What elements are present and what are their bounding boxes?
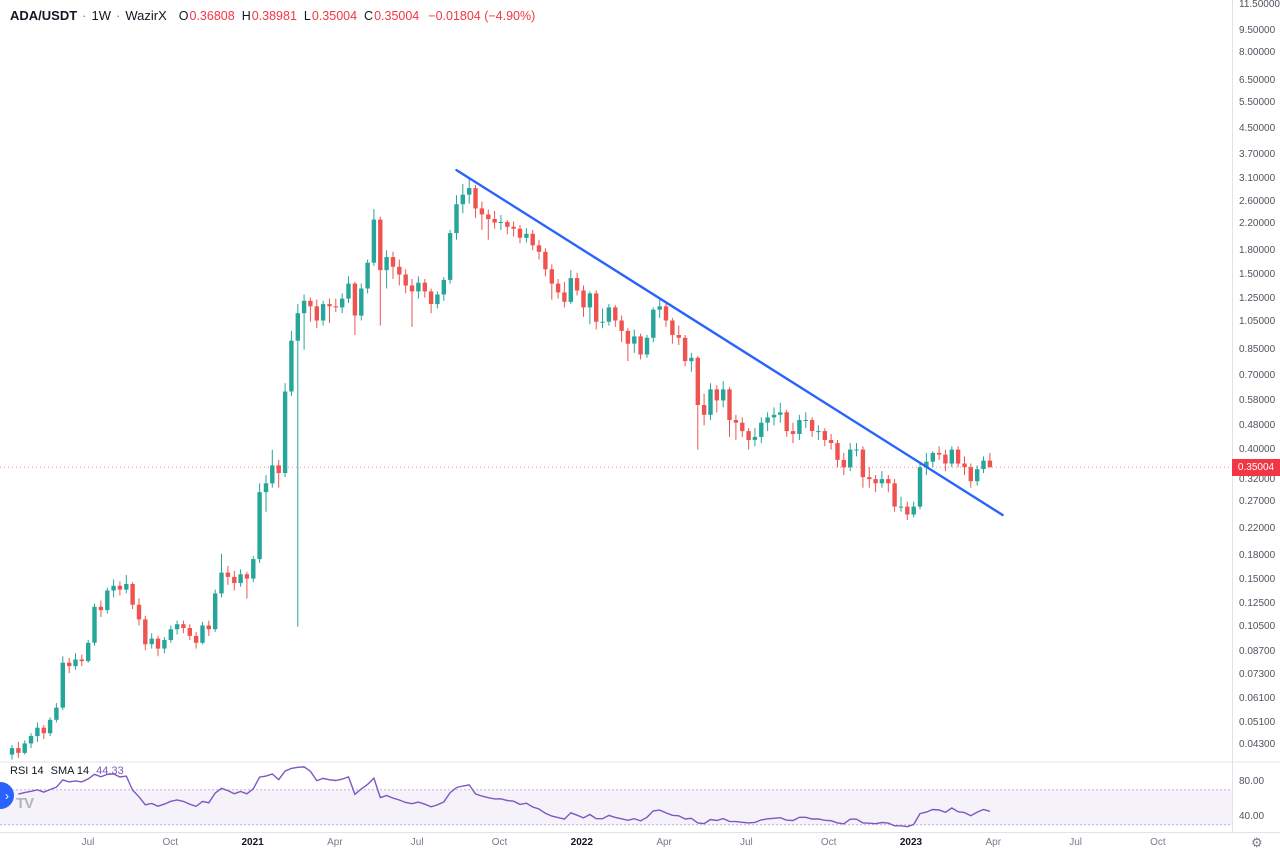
rsi-axis-label: 40.00 — [1239, 810, 1265, 822]
price-axis-label: 4.50000 — [1239, 123, 1276, 135]
rsi-axis[interactable]: 80.00 40.00 — [1233, 0, 1280, 853]
low-value: 0.35004 — [311, 8, 358, 23]
price-axis-label: 3.70000 — [1239, 149, 1276, 161]
last-price-label: 0.35004 — [1232, 458, 1280, 476]
price-axis-label: 0.07300 — [1239, 669, 1276, 681]
rsi-axis-label: 80.00 — [1239, 775, 1265, 787]
low-label: L — [303, 8, 311, 23]
open-value: 0.36808 — [189, 8, 235, 23]
price-axis-label: 9.50000 — [1239, 24, 1276, 36]
change-value: −0.01804 (−4.90%) — [428, 8, 536, 23]
price-axis-label: 1.05000 — [1239, 316, 1276, 328]
time-axis-month-label: Apr — [985, 837, 1002, 848]
time-axis-month-label: Jul — [81, 837, 95, 848]
price-axis-label: 0.08700 — [1239, 646, 1276, 658]
time-axis-month-label: Jul — [410, 837, 424, 848]
trendline-drawing[interactable] — [455, 168, 1004, 517]
price-axis-label: 0.10500 — [1239, 621, 1276, 633]
time-axis-year-label: 2023 — [899, 837, 923, 848]
price-axis-label: 8.00000 — [1239, 47, 1276, 59]
time-axis-month-label: Oct — [820, 837, 837, 848]
rsi-line — [18, 766, 991, 828]
price-axis-label: 0.22000 — [1239, 523, 1276, 535]
time-axis-month-label: Oct — [1150, 837, 1166, 848]
rsi-indicator-legend[interactable]: RSI 14 SMA 14 44.33 — [10, 765, 131, 777]
price-axis-label: 0.70000 — [1239, 369, 1276, 381]
close-value: 0.35004 — [374, 8, 420, 23]
price-axis-label: 0.18000 — [1239, 549, 1276, 561]
price-axis-label: 3.10000 — [1239, 172, 1276, 184]
time-axis-month-label: Jul — [739, 837, 753, 848]
price-axis-label: 0.58000 — [1239, 394, 1276, 406]
price-axis-label: 2.60000 — [1239, 196, 1276, 208]
price-axis-label: 0.40000 — [1239, 444, 1276, 456]
tradingview-logo[interactable]: TV — [16, 795, 34, 812]
chevron-right-icon: › — [5, 788, 9, 803]
price-axis-label: 0.27000 — [1239, 496, 1276, 508]
rsi-sma-title: SMA 14 — [50, 765, 90, 777]
rsi-current-value: 44.33 — [96, 765, 124, 777]
price-axis-label: 6.50000 — [1239, 74, 1276, 86]
candlesticks — [9, 178, 993, 760]
time-axis-month-label: Oct — [491, 837, 508, 848]
high-value: 0.38981 — [251, 8, 297, 23]
price-axis-label: 0.12500 — [1239, 598, 1276, 610]
rsi-band — [0, 789, 1232, 825]
time-axis-year-label: 2022 — [570, 837, 593, 848]
legend-separator: · — [116, 8, 121, 23]
symbol-name[interactable]: ADA/USDT — [10, 8, 78, 23]
price-axis-label: 1.25000 — [1239, 293, 1276, 305]
open-label: O — [178, 8, 189, 23]
time-axis-month-label: Apr — [656, 837, 672, 848]
settings-gear-icon[interactable]: ⚙ — [1251, 835, 1263, 850]
ohlc-values: O 0.36808 H 0.38981 L 0.35004 C 0.35004 −0.0… — [179, 9, 536, 23]
close-label: C — [364, 8, 374, 23]
pane-expand-button[interactable]: › — [0, 782, 14, 809]
price-axis-label: 0.85000 — [1239, 344, 1276, 356]
price-axis-label: 5.50000 — [1239, 96, 1276, 108]
price-axis-label: 11.50000 — [1239, 0, 1280, 11]
interval-label[interactable]: 1W — [91, 8, 112, 23]
time-axis[interactable]: Jul Oct 2021 Apr Jul Oct 2022 Apr Jul Oct 2023 Apr J… — [0, 833, 1280, 853]
exchange-name[interactable]: WazirX — [125, 8, 167, 23]
price-axis-label: 0.48000 — [1239, 419, 1276, 431]
rsi-title: RSI 14 — [10, 765, 44, 777]
time-axis-month-label: Jul — [1069, 837, 1082, 848]
price-axis-label: 0.05100 — [1239, 716, 1276, 728]
price-axis[interactable]: 11.50000 9.50000 8.00000 6.50000 5.50000 4.50… — [1233, 0, 1280, 832]
price-axis-label: 1.50000 — [1239, 268, 1276, 280]
high-label: H — [241, 8, 251, 23]
time-axis-year-label: 2021 — [241, 837, 264, 848]
price-axis-label: 0.15000 — [1239, 573, 1276, 585]
time-axis-month-label: Apr — [327, 837, 343, 848]
price-axis-label: 0.04300 — [1239, 739, 1276, 751]
price-axis-label: 2.20000 — [1239, 218, 1276, 230]
price-axis-label: 0.06100 — [1239, 693, 1276, 705]
price-axis-label: 1.80000 — [1239, 244, 1276, 256]
legend-separator: · — [82, 8, 87, 23]
price-axis-label: 0.32000 — [1239, 473, 1276, 485]
symbol-legend: ADA/USDT · 1W · WazirX O 0.36808 H 0.38981… — [10, 8, 535, 23]
time-axis-month-label: Oct — [162, 837, 179, 848]
